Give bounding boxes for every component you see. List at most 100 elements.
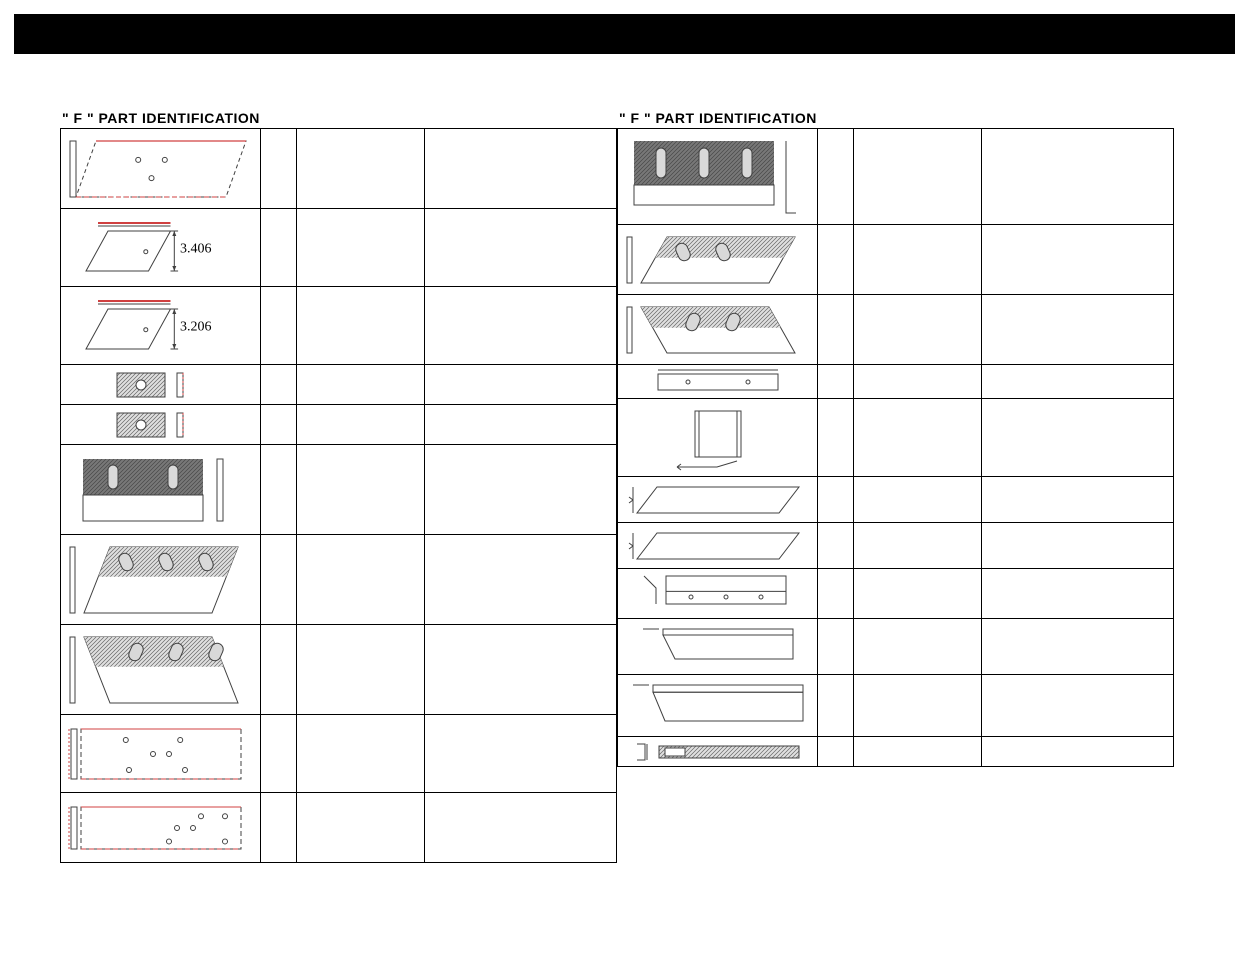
- empty-cell: [982, 477, 1174, 523]
- part-drawing-cell: [618, 737, 818, 767]
- empty-cell: [297, 287, 425, 365]
- part-drawing-cell: [61, 535, 261, 625]
- svg-text:3.406: 3.406: [180, 241, 212, 256]
- empty-cell: [425, 445, 617, 535]
- empty-cell: [854, 129, 982, 225]
- empty-cell: [818, 295, 854, 365]
- part-drawing-cell: [61, 625, 261, 715]
- empty-cell: [425, 129, 617, 209]
- part-drawing-cell: 3.206: [61, 287, 261, 365]
- empty-cell: [818, 523, 854, 569]
- empty-cell: [297, 365, 425, 405]
- empty-cell: [297, 209, 425, 287]
- part-drawing-cell: [618, 225, 818, 295]
- empty-cell: [854, 399, 982, 477]
- empty-cell: [982, 675, 1174, 737]
- part-drawing-cell: [618, 569, 818, 619]
- empty-cell: [425, 287, 617, 365]
- empty-cell: [818, 619, 854, 675]
- empty-cell: [261, 287, 297, 365]
- table-row: [61, 445, 617, 535]
- empty-cell: [982, 569, 1174, 619]
- part-drawing-cell: [61, 793, 261, 863]
- table-row: [61, 129, 617, 209]
- empty-cell: [818, 129, 854, 225]
- right-table-title: " F " PART IDENTIFICATION: [617, 110, 1174, 126]
- part-drawing-cell: [61, 715, 261, 793]
- empty-cell: [854, 365, 982, 399]
- part-drawing-cell: [618, 399, 818, 477]
- empty-cell: [854, 569, 982, 619]
- empty-cell: [261, 625, 297, 715]
- part-drawing-cell: [618, 523, 818, 569]
- header-black-bar: [14, 14, 1235, 54]
- table-row: [61, 715, 617, 793]
- empty-cell: [854, 737, 982, 767]
- table-row: [618, 399, 1174, 477]
- part-drawing-cell: [61, 405, 261, 445]
- empty-cell: [818, 399, 854, 477]
- table-row: [61, 625, 617, 715]
- part-drawing-cell: 3.406: [61, 209, 261, 287]
- empty-cell: [818, 477, 854, 523]
- empty-cell: [425, 405, 617, 445]
- empty-cell: [261, 209, 297, 287]
- part-drawing-cell: [61, 129, 261, 209]
- empty-cell: [854, 523, 982, 569]
- empty-cell: [297, 129, 425, 209]
- part-drawing-cell: [618, 129, 818, 225]
- empty-cell: [261, 535, 297, 625]
- empty-cell: [854, 477, 982, 523]
- tables-container: " F " PART IDENTIFICATION 3.406: [60, 110, 1174, 863]
- empty-cell: [297, 625, 425, 715]
- table-row: 3.406: [61, 209, 617, 287]
- empty-cell: [854, 675, 982, 737]
- part-drawing-cell: [618, 477, 818, 523]
- table-row: [618, 225, 1174, 295]
- empty-cell: [261, 365, 297, 405]
- empty-cell: [297, 535, 425, 625]
- empty-cell: [297, 793, 425, 863]
- empty-cell: [818, 365, 854, 399]
- empty-cell: [854, 619, 982, 675]
- empty-cell: [261, 129, 297, 209]
- empty-cell: [982, 365, 1174, 399]
- table-row: [61, 793, 617, 863]
- right-table-block: " F " PART IDENTIFICATION: [617, 110, 1174, 863]
- empty-cell: [425, 625, 617, 715]
- table-row: [618, 129, 1174, 225]
- table-row: [618, 477, 1174, 523]
- empty-cell: [982, 129, 1174, 225]
- part-drawing-cell: [618, 619, 818, 675]
- part-drawing-cell: [618, 295, 818, 365]
- left-table-title: " F " PART IDENTIFICATION: [60, 110, 617, 126]
- empty-cell: [854, 295, 982, 365]
- empty-cell: [818, 675, 854, 737]
- right-table: [617, 128, 1174, 767]
- empty-cell: [982, 295, 1174, 365]
- empty-cell: [982, 737, 1174, 767]
- table-row: [618, 295, 1174, 365]
- empty-cell: [297, 715, 425, 793]
- left-table-block: " F " PART IDENTIFICATION 3.406: [60, 110, 617, 863]
- empty-cell: [982, 523, 1174, 569]
- empty-cell: [818, 569, 854, 619]
- empty-cell: [982, 399, 1174, 477]
- part-drawing-cell: [61, 365, 261, 405]
- empty-cell: [425, 365, 617, 405]
- table-row: [618, 569, 1174, 619]
- empty-cell: [425, 715, 617, 793]
- empty-cell: [261, 405, 297, 445]
- table-row: 3.206: [61, 287, 617, 365]
- empty-cell: [982, 619, 1174, 675]
- table-row: [61, 365, 617, 405]
- empty-cell: [297, 445, 425, 535]
- empty-cell: [297, 405, 425, 445]
- table-row: [61, 535, 617, 625]
- svg-text:3.206: 3.206: [180, 319, 212, 334]
- part-drawing-cell: [618, 365, 818, 399]
- part-drawing-cell: [61, 445, 261, 535]
- table-row: [618, 365, 1174, 399]
- empty-cell: [425, 209, 617, 287]
- empty-cell: [425, 793, 617, 863]
